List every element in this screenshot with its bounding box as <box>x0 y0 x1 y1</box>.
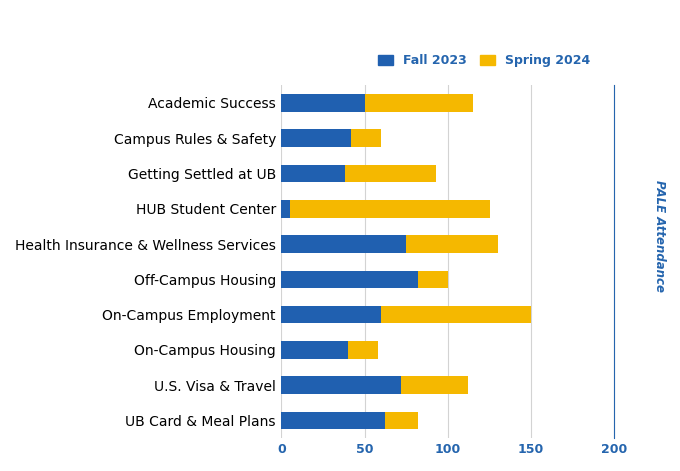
Bar <box>282 200 290 218</box>
Bar <box>282 341 348 359</box>
Bar <box>282 306 381 324</box>
Bar <box>282 270 418 288</box>
Bar <box>381 306 531 324</box>
Text: PALE Attendance: PALE Attendance <box>653 179 666 292</box>
Bar <box>282 165 345 182</box>
Bar <box>282 412 385 429</box>
Legend: Fall 2023, Spring 2024: Fall 2023, Spring 2024 <box>373 49 595 72</box>
Bar <box>282 235 406 253</box>
Bar <box>352 130 381 147</box>
Bar <box>406 235 498 253</box>
Bar <box>282 94 364 112</box>
Bar <box>282 130 352 147</box>
Bar <box>348 341 378 359</box>
Bar <box>418 270 448 288</box>
Bar <box>385 412 418 429</box>
Bar <box>345 165 437 182</box>
Bar <box>364 94 473 112</box>
Bar <box>401 376 468 394</box>
Bar <box>282 376 401 394</box>
Bar <box>290 200 490 218</box>
